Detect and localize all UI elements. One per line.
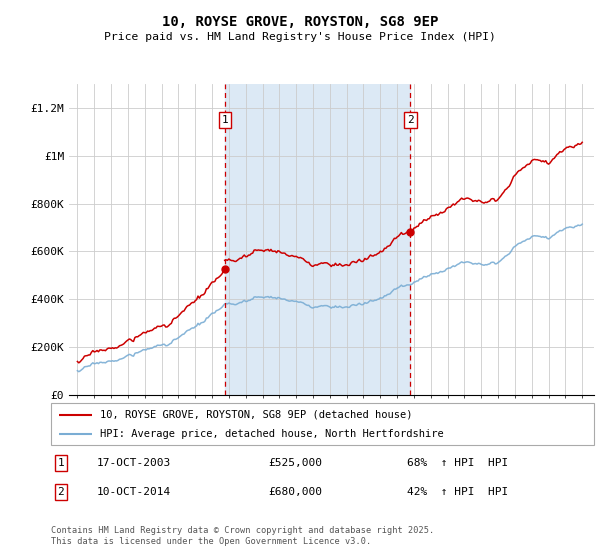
Text: 10, ROYSE GROVE, ROYSTON, SG8 9EP (detached house): 10, ROYSE GROVE, ROYSTON, SG8 9EP (detac… [100,410,412,420]
Text: 10, ROYSE GROVE, ROYSTON, SG8 9EP: 10, ROYSE GROVE, ROYSTON, SG8 9EP [162,15,438,29]
Text: 68%  ↑ HPI  HPI: 68% ↑ HPI HPI [407,458,508,468]
Text: 17-OCT-2003: 17-OCT-2003 [97,458,172,468]
Bar [226,84,410,395]
Text: £525,000: £525,000 [268,458,322,468]
Text: Contains HM Land Registry data © Crown copyright and database right 2025.
This d: Contains HM Land Registry data © Crown c… [51,526,434,546]
Text: 2: 2 [58,487,64,497]
FancyBboxPatch shape [51,403,594,445]
Text: 2: 2 [407,115,414,125]
Text: 1: 1 [222,115,229,125]
Text: £680,000: £680,000 [268,487,322,497]
Text: Price paid vs. HM Land Registry's House Price Index (HPI): Price paid vs. HM Land Registry's House … [104,32,496,43]
Text: HPI: Average price, detached house, North Hertfordshire: HPI: Average price, detached house, Nort… [100,429,443,439]
Text: 1: 1 [58,458,64,468]
Text: 10-OCT-2014: 10-OCT-2014 [97,487,172,497]
Text: 42%  ↑ HPI  HPI: 42% ↑ HPI HPI [407,487,508,497]
